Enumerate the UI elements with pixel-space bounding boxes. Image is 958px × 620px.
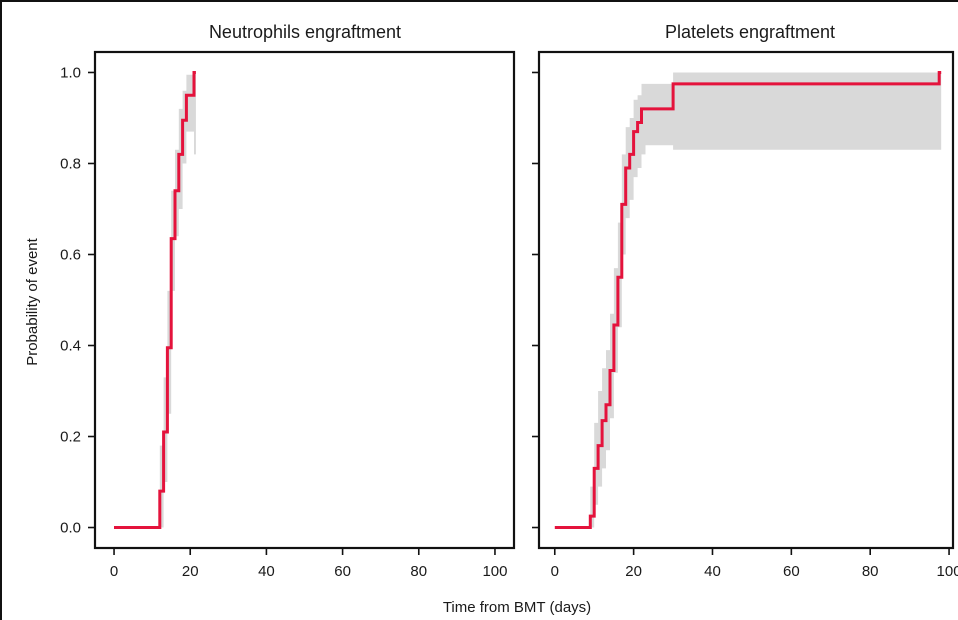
panel-2-x-axis: 0 20 40 60 80 100 xyxy=(551,548,958,580)
y-tick-label: 0.0 xyxy=(60,520,81,537)
y-axis-title: Probability of event xyxy=(24,237,41,365)
panel-1-x-axis: 0 20 40 60 80 100 xyxy=(110,548,507,580)
x-axis-title: Time from BMT (days) xyxy=(443,599,591,616)
panel-1-band-group xyxy=(114,72,196,528)
x-tick-label: 0 xyxy=(110,563,118,580)
ci-band xyxy=(554,72,942,528)
panel-1-frame xyxy=(93,50,516,550)
y-tick-label: 1.0 xyxy=(60,64,81,81)
x-tick-label: 40 xyxy=(258,563,275,580)
y-tick-label: 0.8 xyxy=(60,155,81,172)
km-step-curve xyxy=(554,71,942,529)
panel-2-frame xyxy=(537,50,955,550)
x-tick-label: 100 xyxy=(937,563,958,580)
x-tick-label: 20 xyxy=(182,563,199,580)
panel-neutrophils: Neutrophils engraftment 0 20 40 60 80 100 0.0… xyxy=(60,22,516,580)
panel-2-band-group xyxy=(554,72,942,528)
x-tick-label: 20 xyxy=(625,563,642,580)
x-tick-label: 60 xyxy=(334,563,351,580)
panel-1-y-axis: 0.0 0.2 0.4 0.6 0.8 1.0 xyxy=(60,64,95,537)
y-tick-label: 0.6 xyxy=(60,246,81,263)
x-tick-label: 80 xyxy=(410,563,427,580)
x-tick-label: 100 xyxy=(482,563,507,580)
km-step-curve xyxy=(114,71,196,529)
panel-1-curve-group xyxy=(114,71,196,529)
panel-2-curve-group xyxy=(554,71,942,529)
panel-title-neutrophils: Neutrophils engraftment xyxy=(209,22,401,42)
y-tick-label: 0.4 xyxy=(60,338,81,355)
x-tick-label: 40 xyxy=(704,563,721,580)
panel-platelets: Platelets engraftment 0 20 40 60 80 100 xyxy=(532,22,958,580)
x-tick-label: 60 xyxy=(783,563,800,580)
panel-2-y-axis xyxy=(532,71,539,529)
x-tick-label: 0 xyxy=(551,563,559,580)
y-tick-label: 0.2 xyxy=(60,429,81,446)
ci-band xyxy=(114,72,196,528)
x-tick-label: 80 xyxy=(862,563,879,580)
panel-title-platelets: Platelets engraftment xyxy=(665,22,835,42)
